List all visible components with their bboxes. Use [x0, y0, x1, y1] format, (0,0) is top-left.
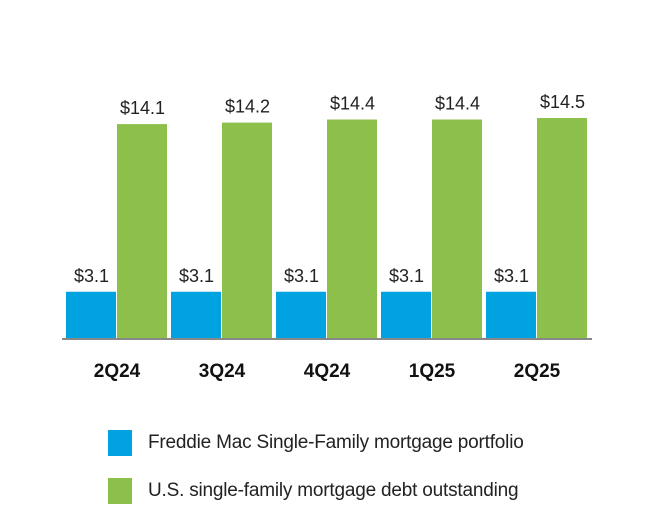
data-label-portfolio: $3.1 [179, 266, 214, 286]
bar-debt [327, 119, 377, 339]
x-tick-label: 2Q24 [94, 361, 141, 382]
bar-portfolio [66, 291, 116, 339]
data-label-portfolio: $3.1 [74, 266, 109, 286]
x-tick-label: 2Q25 [514, 361, 561, 382]
bar-debt [117, 124, 167, 339]
x-tick-label: 1Q25 [409, 361, 456, 382]
data-label-debt: $14.2 [225, 97, 270, 117]
data-label-debt: $14.1 [120, 98, 165, 118]
x-tick-label: 3Q24 [199, 361, 246, 382]
bar-portfolio [486, 291, 536, 339]
data-label-debt: $14.5 [540, 92, 585, 112]
data-label-debt: $14.4 [330, 94, 375, 114]
data-label-portfolio: $3.1 [284, 266, 319, 286]
bar-portfolio [276, 291, 326, 339]
data-label-debt: $14.4 [435, 94, 480, 114]
bar-portfolio [171, 291, 221, 339]
bar-debt [222, 122, 272, 339]
legend-label-portfolio: Freddie Mac Single-Family mortgage portf… [148, 432, 524, 453]
bar-portfolio [381, 291, 431, 339]
legend-swatch-portfolio [108, 430, 132, 456]
bar-debt [537, 118, 587, 339]
x-tick-label: 4Q24 [304, 361, 351, 382]
bar-debt [432, 119, 482, 339]
data-label-portfolio: $3.1 [494, 266, 529, 286]
data-label-portfolio: $3.1 [389, 266, 424, 286]
bar-chart: $3.1 $14.1 2Q24 $3.1 $14.2 3Q24 $3.1 $14.4 4Q24 $… [62, 92, 592, 382]
legend-swatch-debt [108, 478, 132, 504]
legend-label-debt: U.S. single-family mortgage debt outstan… [148, 480, 519, 501]
